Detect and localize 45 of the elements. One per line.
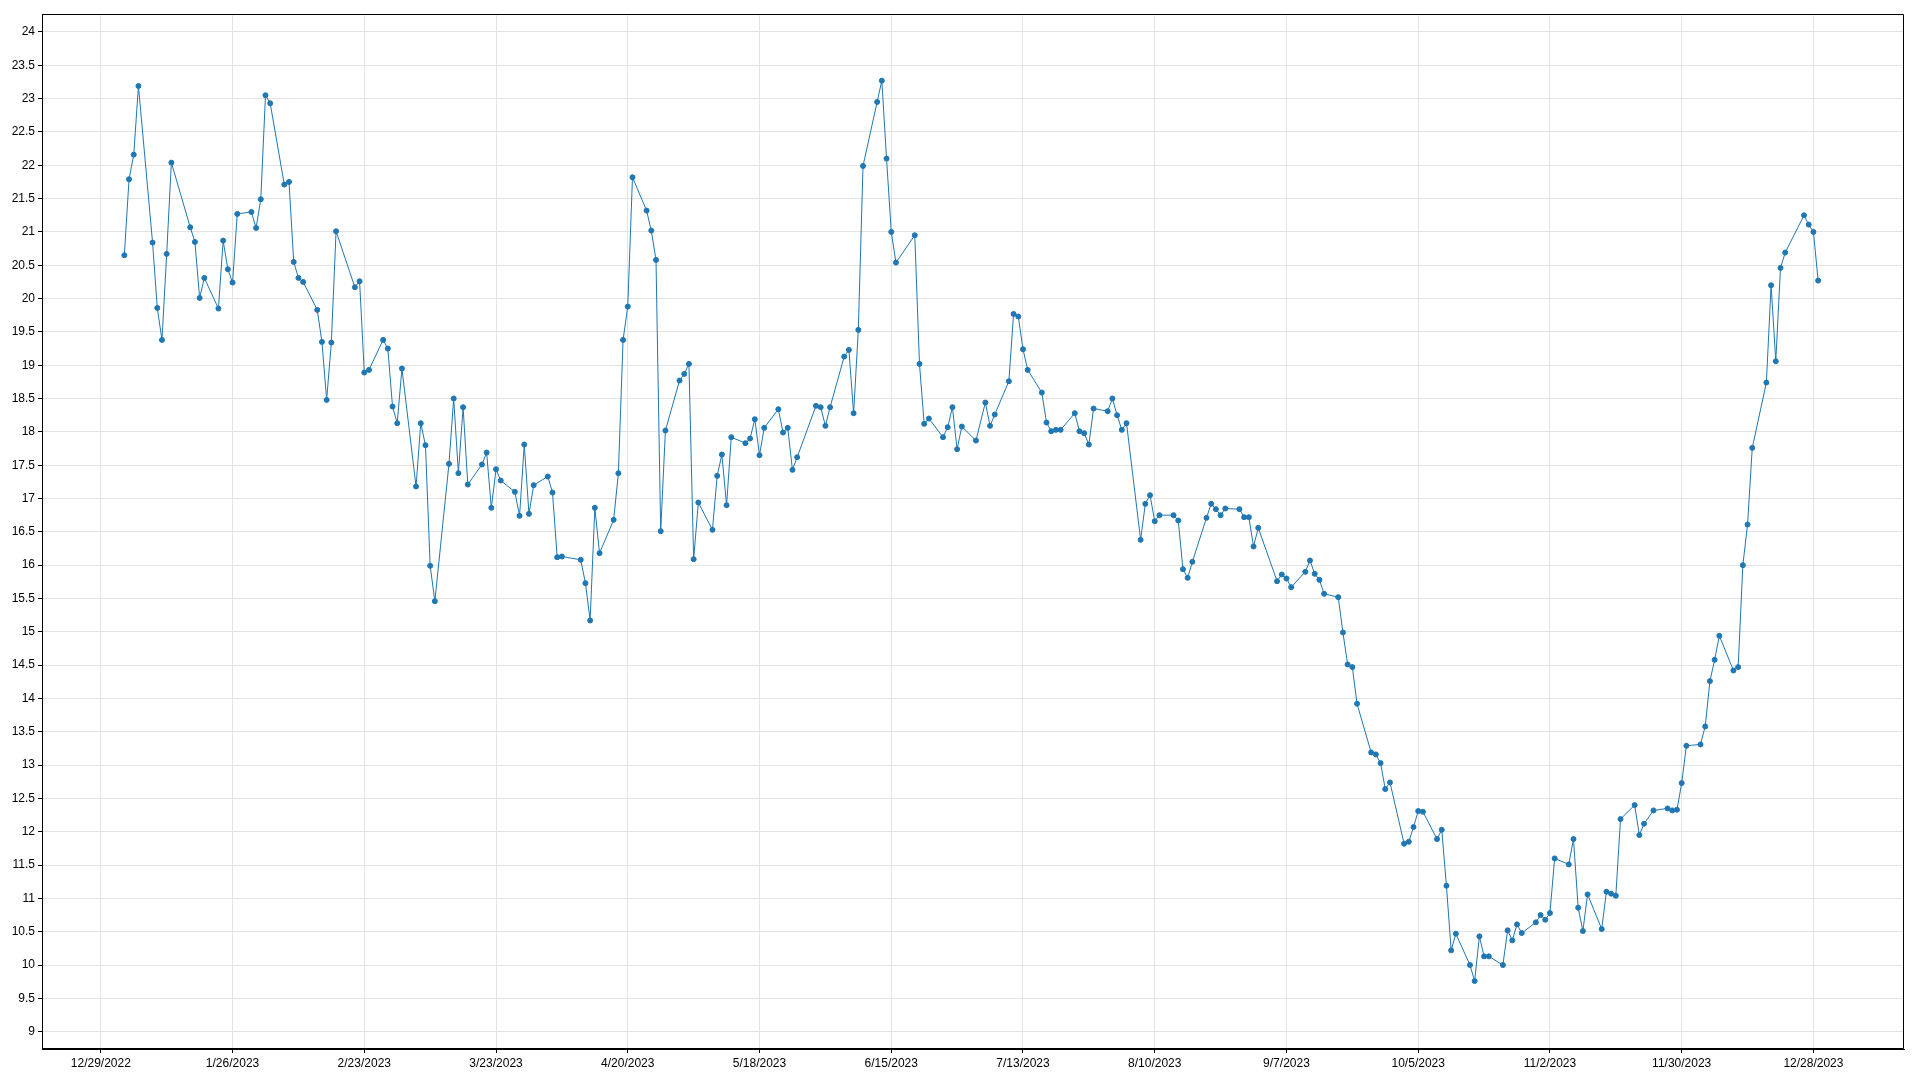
y-tick-label: 9 bbox=[28, 1023, 36, 1038]
y-tick-label: 21 bbox=[21, 224, 36, 239]
y-tick-label: 23.5 bbox=[11, 57, 36, 72]
y-tick-label: 16.5 bbox=[11, 524, 36, 539]
y-tick-label: 22.5 bbox=[11, 124, 36, 139]
y-tick-label: 19.5 bbox=[11, 324, 36, 339]
y-tick-label: 10.5 bbox=[11, 924, 36, 939]
y-tick-label: 9.5 bbox=[18, 990, 36, 1005]
y-tick-label: 24 bbox=[21, 24, 36, 39]
x-tick-label: 9/7/2023 bbox=[1263, 1055, 1311, 1070]
y-tick-label: 16 bbox=[21, 557, 36, 572]
y-tick-label: 12 bbox=[21, 824, 36, 839]
y-tick-label: 22 bbox=[21, 157, 36, 172]
y-tick-label: 20 bbox=[21, 290, 36, 305]
y-tick-label: 23 bbox=[21, 90, 36, 105]
y-tick-label: 14.5 bbox=[11, 657, 36, 672]
y-tick-label: 15.5 bbox=[11, 590, 36, 605]
y-tick-label: 19 bbox=[21, 357, 36, 372]
y-tick-label: 14 bbox=[21, 690, 36, 705]
x-tick-label: 11/30/2023 bbox=[1652, 1055, 1712, 1070]
y-tick-label: 20.5 bbox=[11, 257, 36, 272]
y-tick-label: 18 bbox=[21, 424, 36, 439]
y-tick-label: 17 bbox=[21, 490, 36, 505]
x-tick-label: 10/5/2023 bbox=[1391, 1055, 1446, 1070]
x-tick-label: 5/18/2023 bbox=[732, 1055, 787, 1070]
y-tick-label: 17.5 bbox=[11, 457, 36, 472]
y-tick-label: 10 bbox=[21, 957, 36, 972]
x-tick-label: 11/2/2023 bbox=[1523, 1055, 1577, 1070]
y-tick-label: 13.5 bbox=[11, 724, 36, 739]
x-tick-label: 4/20/2023 bbox=[601, 1055, 655, 1070]
x-tick-label: 1/26/2023 bbox=[205, 1055, 260, 1070]
x-tick-label: 3/23/2023 bbox=[469, 1055, 524, 1070]
x-tick-label: 2/23/2023 bbox=[337, 1055, 392, 1070]
y-tick-label: 18.5 bbox=[11, 390, 36, 405]
x-tick-label: 12/28/2023 bbox=[1783, 1055, 1844, 1070]
y-tick-label: 15 bbox=[21, 624, 36, 639]
x-tick-label: 6/15/2023 bbox=[864, 1055, 919, 1070]
y-tick-label: 21.5 bbox=[11, 190, 36, 205]
x-tick-label: 7/13/2023 bbox=[996, 1055, 1051, 1070]
y-tick-label: 11.5 bbox=[12, 857, 36, 872]
x-tick-label: 8/10/2023 bbox=[1128, 1055, 1182, 1070]
y-tick-label: 11 bbox=[22, 890, 36, 905]
y-tick-label: 12.5 bbox=[11, 790, 36, 805]
x-tick-label: 12/29/2022 bbox=[70, 1055, 132, 1070]
y-tick-label: 13 bbox=[21, 757, 36, 772]
